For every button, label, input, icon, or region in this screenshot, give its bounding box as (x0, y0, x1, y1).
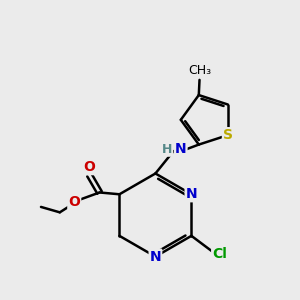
Text: N: N (175, 142, 187, 156)
Text: Cl: Cl (212, 247, 227, 261)
Text: CH₃: CH₃ (188, 64, 211, 76)
Text: O: O (68, 194, 80, 208)
Text: N: N (150, 250, 161, 264)
Text: S: S (223, 128, 233, 142)
Text: O: O (83, 160, 94, 174)
Text: H: H (162, 143, 172, 156)
Text: N: N (186, 187, 197, 201)
